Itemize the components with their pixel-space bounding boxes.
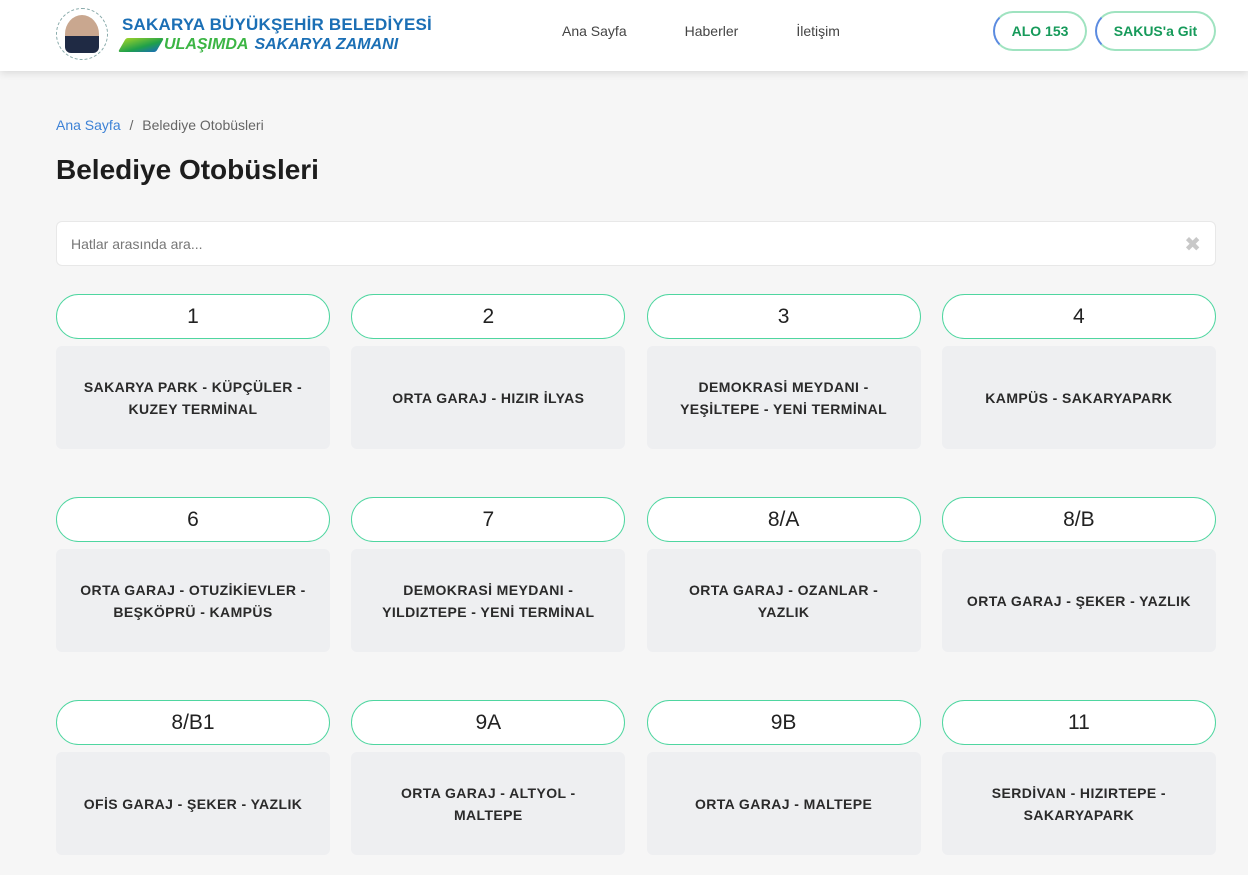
line-code[interactable]: 4 — [941, 294, 1216, 339]
header: SAKARYA BÜYÜKŞEHİR BELEDİYESİ ULAŞIMDA SA… — [0, 0, 1248, 71]
breadcrumb-home[interactable]: Ana Sayfa — [56, 117, 121, 133]
line-route[interactable]: KAMPÜS - SAKARYAPARK — [941, 346, 1216, 449]
line-route[interactable]: SERDİVAN - HIZIRTEPE - SAKARYAPARK — [941, 752, 1216, 855]
page-title: Belediye Otobüsleri — [56, 154, 319, 185]
bus-line-item[interactable]: 3 DEMOKRASİ MEYDANI - YEŞİLTEPE - YENİ TE… — [646, 294, 921, 449]
breadcrumb-separator: / — [129, 117, 134, 133]
bus-line-item[interactable]: 8/A ORTA GARAJ - OZANLAR - YAZLIK — [646, 497, 921, 652]
line-route[interactable]: ORTA GARAJ - ALTYOL - MALTEPE — [351, 752, 626, 855]
line-code[interactable]: 9B — [646, 700, 921, 745]
bus-line-item[interactable]: 11 SERDİVAN - HIZIRTEPE - SAKARYAPARK — [941, 700, 1216, 855]
search-input[interactable] — [57, 222, 1157, 265]
line-route[interactable]: ORTA GARAJ - OZANLAR - YAZLIK — [646, 549, 921, 652]
line-code[interactable]: 8/A — [646, 497, 921, 542]
line-code[interactable]: 6 — [56, 497, 330, 542]
line-code[interactable]: 1 — [56, 294, 330, 339]
line-code[interactable]: 7 — [351, 497, 626, 542]
close-icon[interactable]: ✖ — [1184, 234, 1201, 256]
brand-line1: SAKARYA BÜYÜKŞEHİR BELEDİYESİ — [122, 14, 432, 34]
line-route[interactable]: ORTA GARAJ - OTUZİKİEVLER - BEŞKÖPRÜ - K… — [56, 549, 330, 652]
bus-line-item[interactable]: 7 DEMOKRASİ MEYDANI - YILDIZTEPE - YENİ T… — [351, 497, 626, 652]
brand-line2a: ULAŞIMDA — [164, 35, 249, 53]
nav-news[interactable]: Haberler — [684, 23, 739, 39]
bus-line-item[interactable]: 8/B ORTA GARAJ - ŞEKER - YAZLIK — [941, 497, 1216, 652]
search-box: ✖ — [56, 221, 1216, 266]
swoosh-icon — [117, 37, 165, 52]
brand-text: SAKARYA BÜYÜKŞEHİR BELEDİYESİ ULAŞIMDA SA… — [117, 14, 432, 54]
line-route[interactable]: DEMOKRASİ MEYDANI - YILDIZTEPE - YENİ TE… — [351, 549, 626, 652]
nav-contact[interactable]: İletişim — [796, 23, 840, 39]
main-nav: Ana Sayfa Haberler İletişim — [562, 23, 840, 39]
line-code[interactable]: 11 — [941, 700, 1216, 745]
line-code[interactable]: 3 — [646, 294, 921, 339]
line-route[interactable]: OFİS GARAJ - ŞEKER - YAZLIK — [56, 752, 330, 855]
sakus-button[interactable]: SAKUS'a Git — [1095, 11, 1216, 51]
bus-line-item[interactable]: 2 ORTA GARAJ - HIZIR İLYAS — [351, 294, 626, 449]
mayor-portrait — [65, 15, 99, 53]
brand-line2b: SAKARYA ZAMANI — [254, 35, 399, 53]
bus-line-item[interactable]: 4 KAMPÜS - SAKARYAPARK — [941, 294, 1216, 449]
bus-line-item[interactable]: 9A ORTA GARAJ - ALTYOL - MALTEPE — [351, 700, 626, 855]
bus-lines-grid: 1 SAKARYA PARK - KÜPÇÜLER - KUZEY TERMİNA… — [56, 294, 1216, 855]
line-code[interactable]: 9A — [351, 700, 626, 745]
line-route[interactable]: ORTA GARAJ - HIZIR İLYAS — [351, 346, 626, 449]
bus-line-item[interactable]: 9B ORTA GARAJ - MALTEPE — [646, 700, 921, 855]
line-code[interactable]: 8/B1 — [56, 700, 330, 745]
municipality-seal — [56, 8, 108, 60]
logo[interactable]: SAKARYA BÜYÜKŞEHİR BELEDİYESİ ULAŞIMDA SA… — [56, 8, 432, 60]
breadcrumb-current: Belediye Otobüsleri — [142, 117, 264, 133]
line-route[interactable]: DEMOKRASİ MEYDANI - YEŞİLTEPE - YENİ TER… — [646, 346, 921, 449]
nav-home[interactable]: Ana Sayfa — [562, 23, 627, 39]
line-route[interactable]: SAKARYA PARK - KÜPÇÜLER - KUZEY TERMİNAL — [56, 346, 330, 449]
line-code[interactable]: 8/B — [941, 497, 1216, 542]
breadcrumb: Ana Sayfa / Belediye Otobüsleri — [56, 117, 264, 133]
alo-153-button[interactable]: ALO 153 — [993, 11, 1087, 51]
line-route[interactable]: ORTA GARAJ - MALTEPE — [646, 752, 921, 855]
bus-line-item[interactable]: 8/B1 OFİS GARAJ - ŞEKER - YAZLIK — [56, 700, 330, 855]
bus-line-item[interactable]: 6 ORTA GARAJ - OTUZİKİEVLER - BEŞKÖPRÜ - … — [56, 497, 330, 652]
bus-line-item[interactable]: 1 SAKARYA PARK - KÜPÇÜLER - KUZEY TERMİNA… — [56, 294, 330, 449]
line-code[interactable]: 2 — [351, 294, 626, 339]
line-route[interactable]: ORTA GARAJ - ŞEKER - YAZLIK — [941, 549, 1216, 652]
